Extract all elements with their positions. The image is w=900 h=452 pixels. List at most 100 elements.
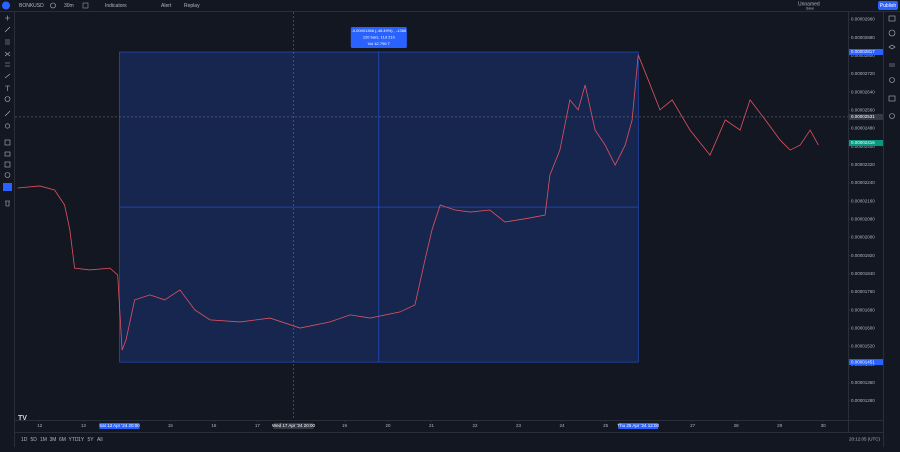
forecast-tool[interactable] <box>5 62 10 67</box>
zoom-tool[interactable] <box>5 123 11 129</box>
watchlist[interactable] <box>888 15 896 22</box>
measure-start-time: Sat 13 Apr '24 20:00 <box>99 423 140 428</box>
y-tick-label: 0.00002560 <box>851 108 875 113</box>
y-tick-label: 0.00001760 <box>851 289 875 294</box>
fib-tool[interactable] <box>5 39 10 45</box>
y-tick-label: 0.00001680 <box>851 307 875 312</box>
y-tick-label: 0.00002320 <box>851 162 875 167</box>
chat[interactable] <box>888 95 896 102</box>
range-button[interactable]: All <box>97 437 103 443</box>
x-tick-label: 25 <box>603 423 609 428</box>
crosshair-price-bg <box>849 113 883 120</box>
range-button[interactable]: 3M <box>50 437 57 443</box>
x-tick-label: 20 <box>385 423 391 428</box>
y-tick-label: 0.00001920 <box>851 253 875 258</box>
help[interactable] <box>889 113 895 119</box>
y-tick-label: 0.00002640 <box>851 89 875 94</box>
save[interactable]: Save <box>806 6 814 10</box>
crosshair-time-bg <box>273 423 314 429</box>
hide-tool[interactable] <box>4 161 11 168</box>
icon-tool[interactable] <box>4 96 11 102</box>
y-tick-label: 0.00001280 <box>851 398 875 403</box>
indicators[interactable]: Indicators <box>105 3 127 9</box>
right-panel-icons <box>888 15 896 119</box>
crosshair-tool[interactable] <box>5 15 10 21</box>
publish-button[interactable] <box>878 1 898 10</box>
news[interactable] <box>889 63 895 67</box>
y-tick-label: 0.00002960 <box>851 17 875 22</box>
ideas[interactable] <box>889 77 895 83</box>
measure-start-time-bg <box>99 423 140 429</box>
range-button[interactable]: 5D <box>31 437 38 443</box>
alerts[interactable] <box>888 29 896 37</box>
symbol[interactable]: BONKUSD <box>19 3 44 9</box>
measure-info: -0.00001366 (-48.49%) , -1366 <box>351 28 406 33</box>
range-button[interactable]: 6M <box>59 437 66 443</box>
measure-bottom-price-bg <box>849 359 883 366</box>
range-button[interactable]: 1D <box>21 437 28 443</box>
x-tick-label: 28 <box>734 423 740 428</box>
x-tick-label: 27 <box>690 423 696 428</box>
x-tick-label: 19 <box>342 423 348 428</box>
top-bar <box>0 0 900 11</box>
add-symbol[interactable] <box>50 2 56 9</box>
y-tick-label: 0.00002160 <box>851 198 875 203</box>
trend-tool[interactable] <box>4 26 11 33</box>
measure-top-price: 0.00002817 <box>851 49 875 54</box>
brush-tool[interactable] <box>4 73 11 79</box>
x-tick-label: 13 <box>81 423 87 428</box>
magnet-tool[interactable] <box>4 139 11 146</box>
pattern-tool[interactable] <box>4 51 11 57</box>
x-tick-label: 12 <box>37 423 43 428</box>
measure-info: Vol 42.796 T <box>368 41 391 46</box>
y-tick-label: 0.00001360 <box>851 380 875 385</box>
last-price-bg <box>849 140 883 147</box>
avatar[interactable] <box>2 1 10 10</box>
x-tick-label: 15 <box>168 423 174 428</box>
x-tick-label: 16 <box>211 423 217 428</box>
measure-tool[interactable] <box>4 110 11 117</box>
drawing-tools <box>3 15 12 207</box>
interval[interactable]: 30m <box>64 3 74 9</box>
y-tick-label: 0.00002000 <box>851 235 875 240</box>
range-button[interactable]: 5Y <box>88 437 95 443</box>
y-tick-label: 0.00001520 <box>851 344 875 349</box>
layers[interactable] <box>888 44 896 50</box>
chart-type[interactable] <box>82 2 89 9</box>
range-button[interactable]: 1M <box>40 437 47 443</box>
clock: 20:12:05 (UTC) <box>849 437 881 442</box>
y-tick-label: 0.00001600 <box>851 325 875 330</box>
x-tick-label: 24 <box>560 423 566 428</box>
range-button[interactable]: 1Y <box>78 437 85 443</box>
lock-tool[interactable] <box>4 151 11 157</box>
x-tick-label: 21 <box>429 423 435 428</box>
active-tool[interactable] <box>3 183 12 191</box>
measure-info: 120 bars, 11d 21h <box>363 35 395 40</box>
publish[interactable]: Publish <box>880 3 897 9</box>
crosshair-price: 0.00002531 <box>851 114 875 119</box>
measure-end-time-bg <box>618 423 659 429</box>
y-tick-label: 0.00002240 <box>851 180 875 185</box>
y-tick-label: 0.00002720 <box>851 71 875 76</box>
x-tick-label: 29 <box>777 423 783 428</box>
logo: TV <box>18 415 27 422</box>
delete-tool[interactable] <box>5 200 10 207</box>
measure-info-box <box>350 27 407 48</box>
x-tick-label: 30 <box>821 423 827 428</box>
eye-tool[interactable] <box>4 172 11 178</box>
y-tick-label: 0.00001840 <box>851 271 875 276</box>
measure-bottom-price: 0.00001451 <box>851 359 875 364</box>
layout-name[interactable]: Unnamed <box>798 1 820 7</box>
x-tick-label: 23 <box>516 423 522 428</box>
alert[interactable]: Alert <box>161 3 172 9</box>
range-button[interactable]: YTD <box>69 437 79 443</box>
y-tick-label: 0.00002880 <box>851 35 875 40</box>
replay[interactable]: Replay <box>184 3 200 9</box>
measure-end-time: Thu 25 Apr '24 12:00 <box>617 423 659 428</box>
y-tick-label: 0.00002400 <box>851 144 875 149</box>
measure-top-price-bg <box>849 49 883 56</box>
text-tool[interactable] <box>5 85 10 91</box>
price-line <box>17 54 819 351</box>
